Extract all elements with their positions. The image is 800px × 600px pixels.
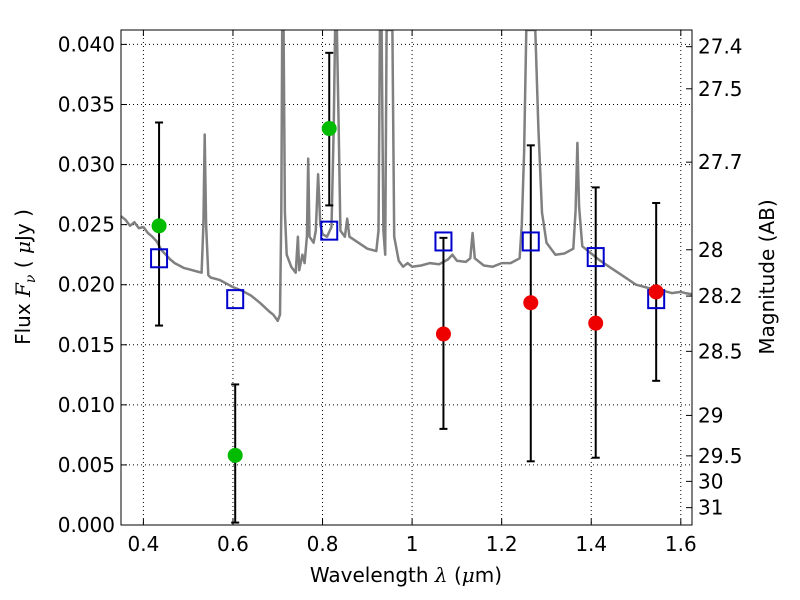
square-marker [226, 289, 245, 310]
y-tick-label: 0.040 [58, 32, 115, 56]
circle-marker [523, 295, 539, 311]
data-marks [150, 51, 666, 524]
square-marker [434, 231, 453, 252]
plot-frame [120, 29, 693, 526]
x-tick-label: 1.6 [665, 532, 697, 556]
square-marker [586, 247, 605, 268]
y-tick-label: 0.010 [58, 393, 115, 417]
y2-tick-label: 28 [698, 238, 723, 262]
y-tick-label: 0.025 [58, 213, 115, 237]
y-tick-label: 0.005 [58, 453, 115, 477]
circle-marker [321, 121, 337, 137]
model-spectrum-line [121, 30, 692, 323]
y-axis-label: Flux Fν ( μJy ) [11, 209, 39, 345]
y2-tick-label: 29.5 [698, 444, 743, 468]
y2-tick-label: 28.5 [698, 339, 743, 363]
square-marker [521, 231, 540, 252]
y2-tick-label: 28.2 [698, 284, 743, 308]
plot-background [121, 30, 692, 525]
circle-marker [588, 315, 604, 331]
circle-marker [227, 447, 243, 463]
y2-tick-label: 27.7 [698, 150, 743, 174]
grid [121, 30, 692, 525]
x-tick-label: 0.4 [127, 532, 159, 556]
y-tick-label: 0.015 [58, 333, 115, 357]
square-marker [320, 220, 339, 241]
x-tick-label: 0.8 [307, 532, 339, 556]
x-tick-label: 1.2 [486, 532, 518, 556]
square-marker [150, 248, 169, 269]
y-tick-label: 0.035 [58, 92, 115, 116]
circle-marker [151, 218, 167, 234]
x-tick-label: 1.4 [575, 532, 607, 556]
y2-axis-label: Magnitude (AB) [755, 199, 779, 354]
y-tick-label: 0.030 [58, 153, 115, 177]
circle-marker [648, 284, 664, 300]
circle-marker [435, 326, 451, 342]
y2-tick-label: 27.4 [698, 35, 743, 59]
y2-tick-label: 30 [698, 469, 723, 493]
y2-tick-label: 29 [698, 403, 723, 427]
x-axis-label: Wavelength λ (μm) [310, 563, 502, 587]
y2-tick-label: 27.5 [698, 77, 743, 101]
y-tick-label: 0.020 [58, 273, 115, 297]
y2-tick-label: 31 [698, 496, 723, 520]
y-tick-label: 0.000 [58, 513, 115, 537]
x-tick-label: 1 [406, 532, 419, 556]
x-tick-label: 0.6 [217, 532, 249, 556]
axis-ticks: 0.4 0.6 0.8 1 1.2 1.4 1.6 0.000 0.005 0.010 0.015 0… [58, 30, 743, 556]
